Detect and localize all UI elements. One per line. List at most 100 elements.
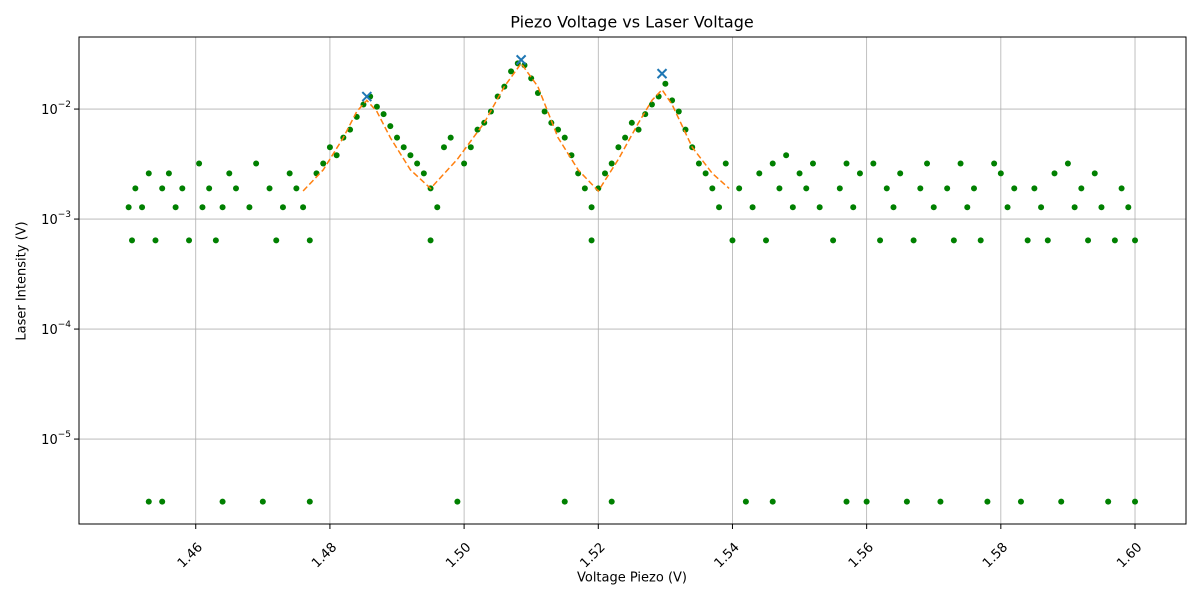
data-point — [1125, 204, 1132, 211]
peak-marker — [656, 68, 668, 79]
data-point — [769, 160, 776, 167]
data-point — [588, 204, 595, 211]
y-tick-base: 10 — [41, 323, 58, 338]
y-axis-label: Laser Intensity (V) — [15, 221, 30, 340]
data-point — [890, 204, 897, 211]
data-point — [950, 237, 957, 244]
data-point — [1017, 498, 1024, 505]
data-point — [394, 134, 401, 141]
data-point — [1118, 185, 1125, 192]
data-point — [957, 160, 964, 167]
data-point — [816, 204, 823, 211]
data-point — [702, 170, 709, 177]
data-point — [944, 185, 951, 192]
data-point — [219, 204, 226, 211]
data-point — [1071, 204, 1078, 211]
data-point — [196, 160, 203, 167]
data-point — [991, 160, 998, 167]
data-point — [662, 80, 669, 87]
data-point — [1051, 170, 1058, 177]
data-point — [125, 204, 132, 211]
y-tick-power: −3 — [58, 210, 71, 220]
peak-marker — [361, 91, 373, 102]
data-point — [863, 498, 870, 505]
data-point — [897, 170, 904, 177]
data-point — [716, 204, 723, 211]
data-point — [286, 170, 293, 177]
data-point — [186, 237, 193, 244]
y-tick-base: 10 — [41, 433, 58, 448]
data-point — [561, 498, 568, 505]
data-point — [756, 170, 763, 177]
data-point — [877, 237, 884, 244]
data-point — [1031, 185, 1038, 192]
data-point — [1044, 237, 1051, 244]
data-point — [635, 126, 642, 133]
data-point — [763, 237, 770, 244]
data-point — [246, 204, 253, 211]
data-point — [709, 185, 716, 192]
data-point — [1132, 498, 1139, 505]
data-point — [970, 185, 977, 192]
data-point — [1078, 185, 1085, 192]
data-point — [830, 237, 837, 244]
y-tick-base: 10 — [41, 103, 58, 118]
data-point — [199, 204, 206, 211]
data-point — [917, 185, 924, 192]
y-tick-power: −5 — [58, 430, 71, 440]
data-point — [387, 123, 394, 130]
data-point — [179, 185, 186, 192]
data-point — [159, 498, 166, 505]
data-point — [293, 185, 300, 192]
data-point — [555, 126, 562, 133]
data-point — [977, 237, 984, 244]
data-point — [434, 204, 441, 211]
data-point — [226, 170, 233, 177]
data-point — [373, 103, 380, 110]
data-point — [132, 185, 139, 192]
data-point — [1038, 204, 1045, 211]
data-point — [467, 144, 474, 151]
data-point — [159, 185, 166, 192]
data-point — [910, 237, 917, 244]
data-point — [1132, 237, 1139, 244]
data-point — [212, 237, 219, 244]
data-point — [320, 160, 327, 167]
y-tick-label: 10−5 — [41, 430, 71, 448]
data-point — [742, 498, 749, 505]
y-tick-label: 10−2 — [41, 100, 71, 118]
data-point — [300, 204, 307, 211]
data-point — [414, 160, 421, 167]
data-point — [1004, 204, 1011, 211]
data-point — [836, 185, 843, 192]
data-point — [883, 185, 890, 192]
grid-layer — [79, 37, 1186, 524]
data-point — [232, 185, 239, 192]
data-point — [454, 498, 461, 505]
data-point — [273, 237, 280, 244]
data-point — [843, 498, 850, 505]
data-point — [581, 185, 588, 192]
data-point — [420, 170, 427, 177]
y-tick-label: 10−4 — [41, 320, 71, 338]
data-point — [789, 204, 796, 211]
data-point — [407, 152, 414, 159]
data-point — [615, 144, 622, 151]
data-point — [152, 237, 159, 244]
data-point — [259, 498, 266, 505]
data-point — [1098, 204, 1105, 211]
data-point — [608, 498, 615, 505]
data-point — [622, 134, 629, 141]
data-point — [924, 160, 931, 167]
data-point — [843, 160, 850, 167]
mark-layer — [125, 54, 1139, 505]
data-point — [601, 170, 608, 177]
data-point — [675, 108, 682, 115]
data-point — [997, 170, 1004, 177]
data-point — [400, 144, 407, 151]
data-point — [850, 204, 857, 211]
data-point — [608, 160, 615, 167]
data-point — [1085, 237, 1092, 244]
data-point — [856, 170, 863, 177]
